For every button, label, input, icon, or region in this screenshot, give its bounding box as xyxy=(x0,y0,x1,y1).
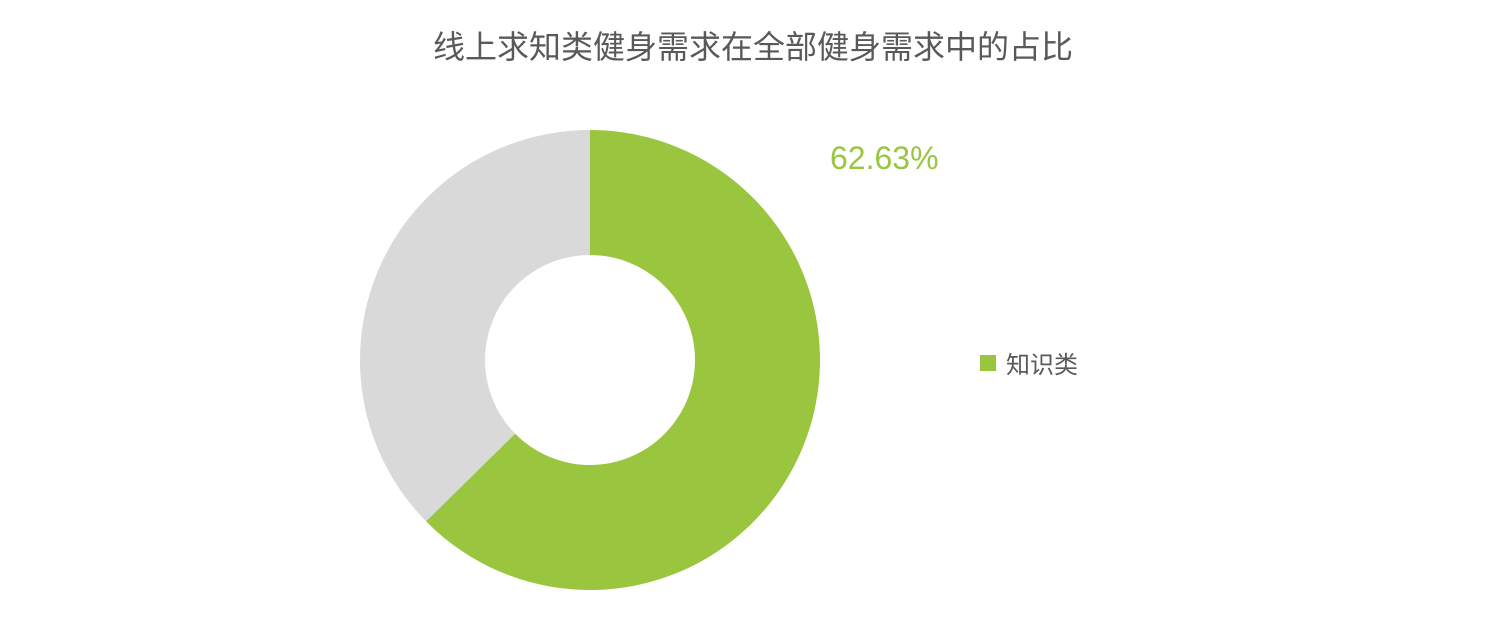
legend: 知识类 xyxy=(980,345,1078,380)
percentage-label: 62.63% xyxy=(830,140,939,177)
chart-title: 线上求知类健身需求在全部健身需求中的占比 xyxy=(0,22,1506,68)
donut-chart xyxy=(350,120,830,600)
donut-svg xyxy=(350,120,830,600)
chart-container: 线上求知类健身需求在全部健身需求中的占比 62.63% 知识类 xyxy=(0,0,1506,640)
legend-swatch xyxy=(980,355,996,371)
legend-text: 知识类 xyxy=(1006,345,1078,380)
